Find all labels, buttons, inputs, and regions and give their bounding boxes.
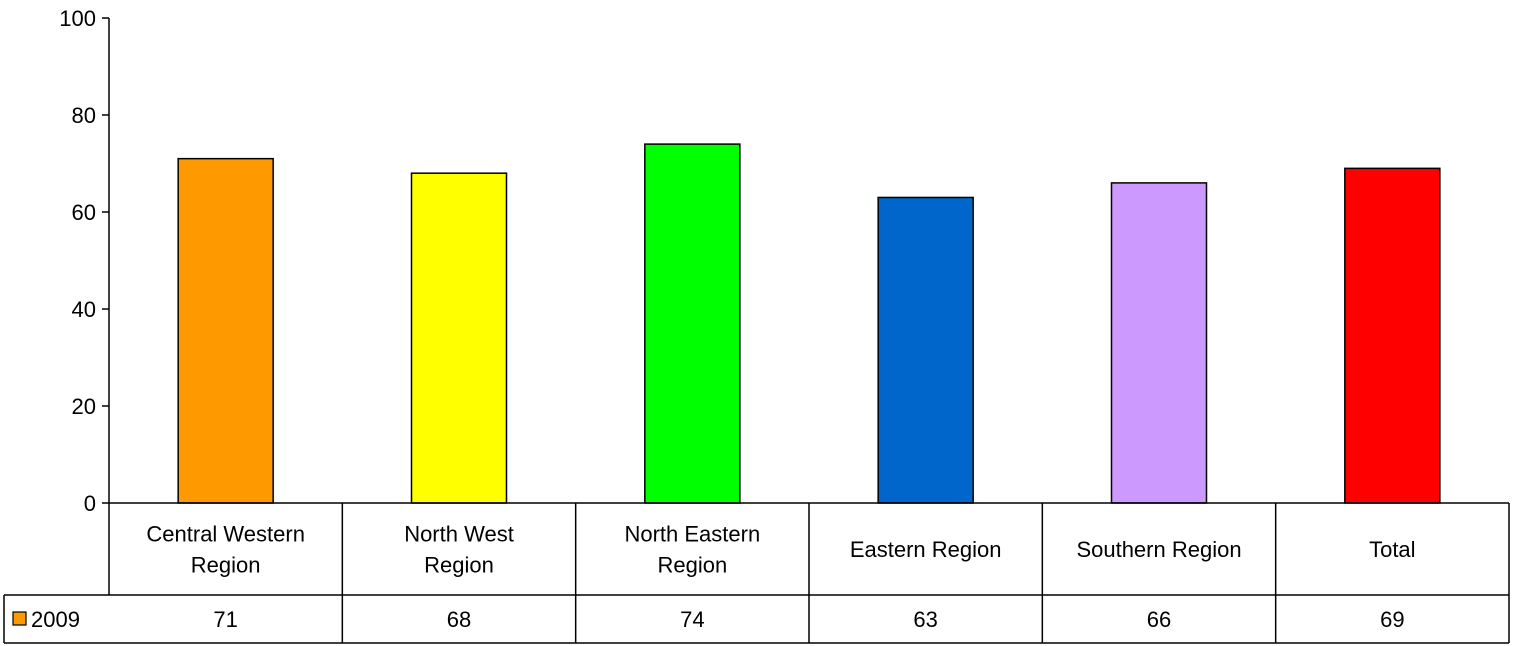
y-tick-label: 0: [84, 491, 96, 516]
bar: [1344, 167, 1441, 504]
x-category-label: Region: [657, 553, 727, 578]
data-table: Central Western Region North West Region Nor…: [3, 502, 1510, 644]
bars: [177, 143, 1441, 504]
x-category-label: Total: [1369, 537, 1415, 562]
legend-series-name: 2009: [31, 607, 80, 632]
x-category-label: Region: [424, 553, 494, 578]
y-axis: 0 20 40 60 80 100: [59, 6, 110, 595]
x-category-label: Central Western: [146, 522, 305, 547]
legend-swatch: [12, 611, 27, 626]
y-tick-label: 80: [72, 103, 96, 128]
y-tick-label: 40: [72, 297, 96, 322]
bar: [877, 196, 974, 504]
data-value-label: 69: [1380, 607, 1404, 632]
bar: [644, 143, 741, 504]
x-category-label: North Eastern: [624, 522, 760, 547]
y-tick-label: 100: [59, 6, 96, 31]
data-value-label: 71: [213, 607, 237, 632]
y-tick-label: 60: [72, 200, 96, 225]
data-value-label: 74: [680, 607, 704, 632]
x-category-label: Eastern Region: [850, 537, 1002, 562]
bar: [177, 157, 274, 504]
x-category-label: Southern Region: [1076, 537, 1241, 562]
x-category-label: North West: [404, 522, 514, 547]
data-value-label: 63: [913, 607, 937, 632]
x-category-label: Region: [191, 553, 261, 578]
data-value-label: 66: [1147, 607, 1171, 632]
data-value-label: 68: [447, 607, 471, 632]
bar: [1110, 182, 1208, 504]
y-tick-label: 20: [72, 394, 96, 419]
bar: [410, 172, 508, 504]
